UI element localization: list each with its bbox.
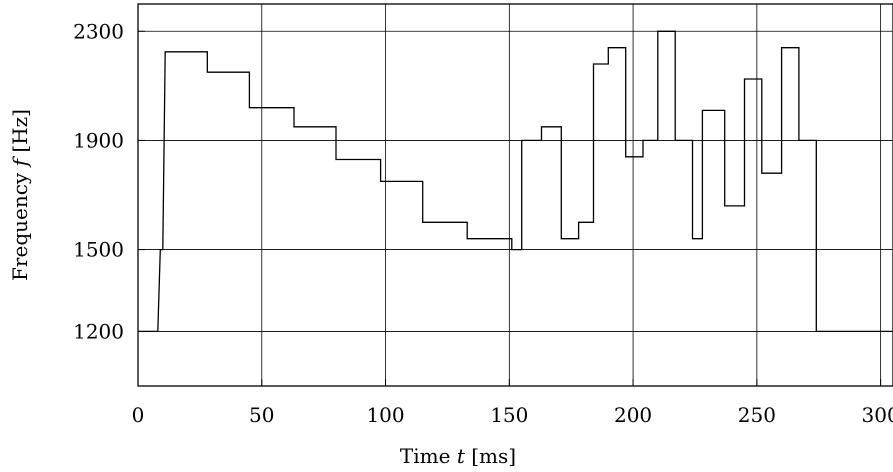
x-tick-label: 100 [366, 403, 404, 427]
plot-frame [137, 3, 893, 387]
x-tick-label: 300 [862, 403, 893, 427]
y-tick-label: 1500 [73, 238, 124, 262]
x-tick-label: 250 [738, 403, 776, 427]
y-tick-label: 1900 [73, 128, 124, 152]
y-axis-label: Frequency f [Hz] [8, 109, 32, 281]
y-tick-label: 2300 [73, 19, 124, 43]
series-line [138, 30, 893, 333]
x-axis-label: Time t [ms] [400, 444, 516, 468]
x-tick-label: 50 [249, 403, 274, 427]
x-tick-label: 200 [614, 403, 652, 427]
x-tick-label: 150 [490, 403, 528, 427]
grid [138, 4, 893, 386]
tick-labels: 0 50 100 150 200 250 300 1200 1500 1900 2300 [73, 19, 893, 427]
y-tick-label: 1200 [73, 319, 124, 343]
x-tick-label: 0 [132, 403, 145, 427]
